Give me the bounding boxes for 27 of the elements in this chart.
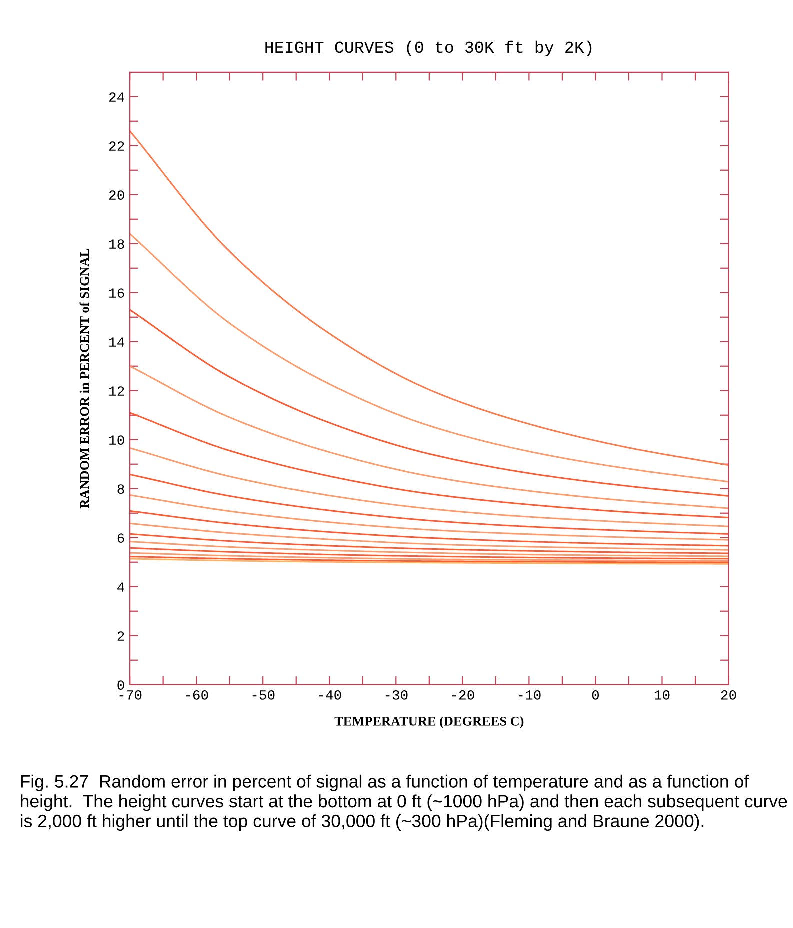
x-tick-label: -10: [518, 690, 541, 700]
y-tick-label: 2: [118, 632, 124, 641]
y-tick-label: 14: [110, 338, 124, 347]
x-tick-label: 10: [654, 690, 670, 700]
x-tick-label: 0: [592, 690, 600, 700]
x-tick-label: -40: [319, 690, 342, 700]
x-tick-label: -30: [386, 690, 408, 700]
y-tick-label: 16: [110, 288, 124, 298]
x-tick-label: -20: [452, 690, 474, 700]
y-tick-label: 20: [109, 190, 124, 200]
y-tick-label: 12: [110, 386, 124, 396]
y-tick-label: 6: [118, 534, 124, 544]
y-tick-label: 8: [118, 484, 124, 494]
caption: Fig. 5.27 Random error in percent of signal as a function of temperature and as a function of height. The height curves start at the bottom at 0 ft (~1000 hPa) and then each subsequent curve is 2,000 ft higher until the top curve of 30,000 ft (~300 hPa)(Fleming and Braune 2000).: [21, 774, 788, 832]
x-axis-title: TEMPERATURE (DEGREES C): [334, 716, 524, 729]
chart-title: HEIGHT CURVES (0 to 30K ft by 2K): [266, 40, 592, 56]
y-axis-title: RANDOM ERROR in PERCENT of SIGNAL: [80, 248, 90, 509]
y-tick-label: 24: [109, 92, 124, 102]
x-tick-label: -60: [186, 690, 208, 700]
y-tick-label: 0: [118, 680, 124, 690]
y-tick-label: 10: [110, 436, 124, 446]
y-tick-label: 22: [109, 142, 124, 151]
x-tick-label: -50: [252, 690, 275, 700]
x-tick-label: -70: [120, 690, 142, 700]
y-tick-label: 18: [110, 240, 124, 250]
x-tick-label: 20: [721, 690, 736, 700]
y-tick-label: 4: [118, 582, 124, 592]
